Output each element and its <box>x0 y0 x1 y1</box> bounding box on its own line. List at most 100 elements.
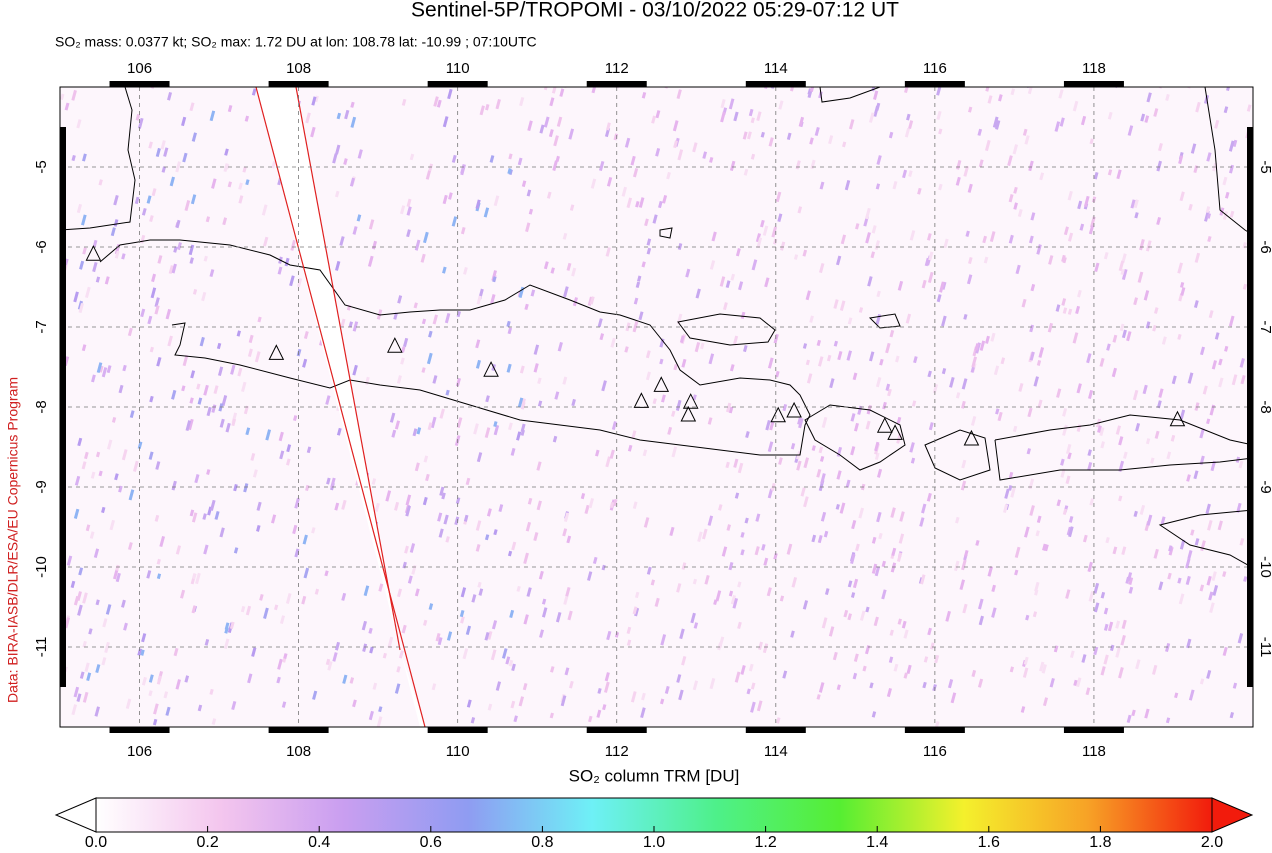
so2-pixel <box>224 148 229 156</box>
colorbar-over <box>1211 797 1254 833</box>
so2-pixel <box>1145 438 1151 445</box>
colorbar-tick-label: 0.0 <box>85 834 107 851</box>
so2-pixel <box>302 534 308 545</box>
so2-pixel <box>148 141 153 149</box>
so2-pixel <box>189 257 194 264</box>
so2-pixel <box>533 532 539 542</box>
so2-pixel <box>1093 646 1099 656</box>
so2-pixel <box>1126 331 1132 342</box>
so2-pixel <box>709 156 714 163</box>
so2-pixel <box>839 502 846 514</box>
so2-pixel <box>1154 430 1160 439</box>
so2-pixel <box>756 237 763 249</box>
so2-pixel <box>73 508 80 519</box>
so2-pixel <box>927 370 932 378</box>
so2-pixel <box>1156 216 1162 225</box>
colorbar-tick-label: 0.2 <box>196 834 218 851</box>
so2-pixel <box>869 351 875 362</box>
so2-pixel <box>349 677 355 684</box>
so2-pixel <box>525 521 532 532</box>
so2-pixel <box>764 277 770 288</box>
so2-pixel <box>837 350 843 361</box>
so2-pixel <box>932 383 939 394</box>
so2-pixel <box>490 649 497 661</box>
so2-pixel <box>1027 87 1033 95</box>
so2-pixel <box>271 160 277 169</box>
so2-pixel <box>836 470 842 480</box>
so2-pixel <box>437 637 443 646</box>
so2-pixel <box>707 515 714 526</box>
so2-pixel <box>382 652 387 659</box>
so2-pixel <box>1153 548 1159 559</box>
so2-pixel <box>82 592 88 604</box>
so2-pixel <box>874 441 880 452</box>
so2-pixel <box>493 424 500 436</box>
so2-pixel <box>655 147 661 157</box>
colorbar-ticks: 0.0 0.2 0.4 0.6 0.8 1.0 1.2 1.4 1.6 1.8 2.0 <box>85 826 1223 851</box>
so2-pixel <box>1239 358 1245 368</box>
so2-pixel <box>195 572 201 585</box>
so2-pixel <box>1199 428 1205 439</box>
tick-mark <box>1247 447 1253 527</box>
so2-pixel <box>1080 115 1087 126</box>
credit: Data: BIRA-IASB/DLR/ESA/EU Copernicus Pr… <box>5 377 21 703</box>
so2-pixel <box>821 617 828 629</box>
so2-pixel <box>146 195 152 204</box>
so2-pixel <box>89 531 95 539</box>
so2-pixel <box>518 696 525 707</box>
so2-pixel <box>163 691 169 699</box>
so2-pixel <box>428 603 434 611</box>
y-tick-label: -8 <box>33 400 50 413</box>
so2-pixel <box>919 517 925 527</box>
so2-pixel <box>1214 332 1220 340</box>
so2-pixel <box>326 477 331 485</box>
so2-pixel <box>141 633 147 643</box>
so2-pixel <box>1190 529 1195 536</box>
so2-pixel <box>421 367 426 373</box>
so2-pixel <box>1156 160 1162 172</box>
so2-pixel <box>459 609 465 618</box>
so2-pixel <box>505 656 511 665</box>
so2-pixel <box>446 631 453 641</box>
so2-pixel <box>780 241 786 251</box>
so2-pixel <box>715 590 722 602</box>
so2-pixel <box>1009 666 1015 673</box>
volcano <box>268 344 285 360</box>
so2-pixel <box>652 214 658 224</box>
so2-pixel <box>762 225 769 236</box>
title: Sentinel-5P/TROPOMI - 03/10/2022 05:29-0… <box>411 0 899 22</box>
so2-pixel <box>963 165 969 177</box>
so2-pixel <box>1151 664 1158 675</box>
so2-pixel <box>82 691 89 703</box>
so2-pixel <box>1156 400 1162 409</box>
so2-pixel <box>868 112 875 123</box>
so2-pixel <box>644 218 649 227</box>
so2-pixel <box>1238 460 1244 469</box>
so2-pixel <box>734 492 740 499</box>
so2-pixel <box>543 116 550 128</box>
so2-pixel <box>115 572 121 583</box>
so2-pixel <box>729 364 735 372</box>
so2-pixel <box>520 401 526 410</box>
so2-pixel <box>662 194 668 204</box>
so2-pixel <box>992 116 999 128</box>
so2-pixel <box>306 446 312 454</box>
so2-pixel <box>1062 307 1068 314</box>
so2-pixel <box>336 427 342 436</box>
so2-pixel <box>977 678 984 688</box>
so2-pixel <box>811 534 817 543</box>
so2-pixel <box>835 255 842 266</box>
so2-pixel <box>154 514 160 522</box>
so2-pixel <box>1059 117 1065 127</box>
so2-pixel <box>442 266 447 274</box>
so2-pixel <box>922 681 927 689</box>
so2-pixel <box>909 230 916 241</box>
so2-pixel <box>955 176 961 186</box>
so2-pixel <box>1150 457 1155 464</box>
so2-pixel <box>747 131 752 140</box>
tick-mark <box>745 727 806 733</box>
so2-pixel <box>1020 706 1026 713</box>
so2-pixel <box>1185 575 1191 585</box>
so2-pixel <box>961 378 968 390</box>
so2-pixel <box>493 195 500 207</box>
